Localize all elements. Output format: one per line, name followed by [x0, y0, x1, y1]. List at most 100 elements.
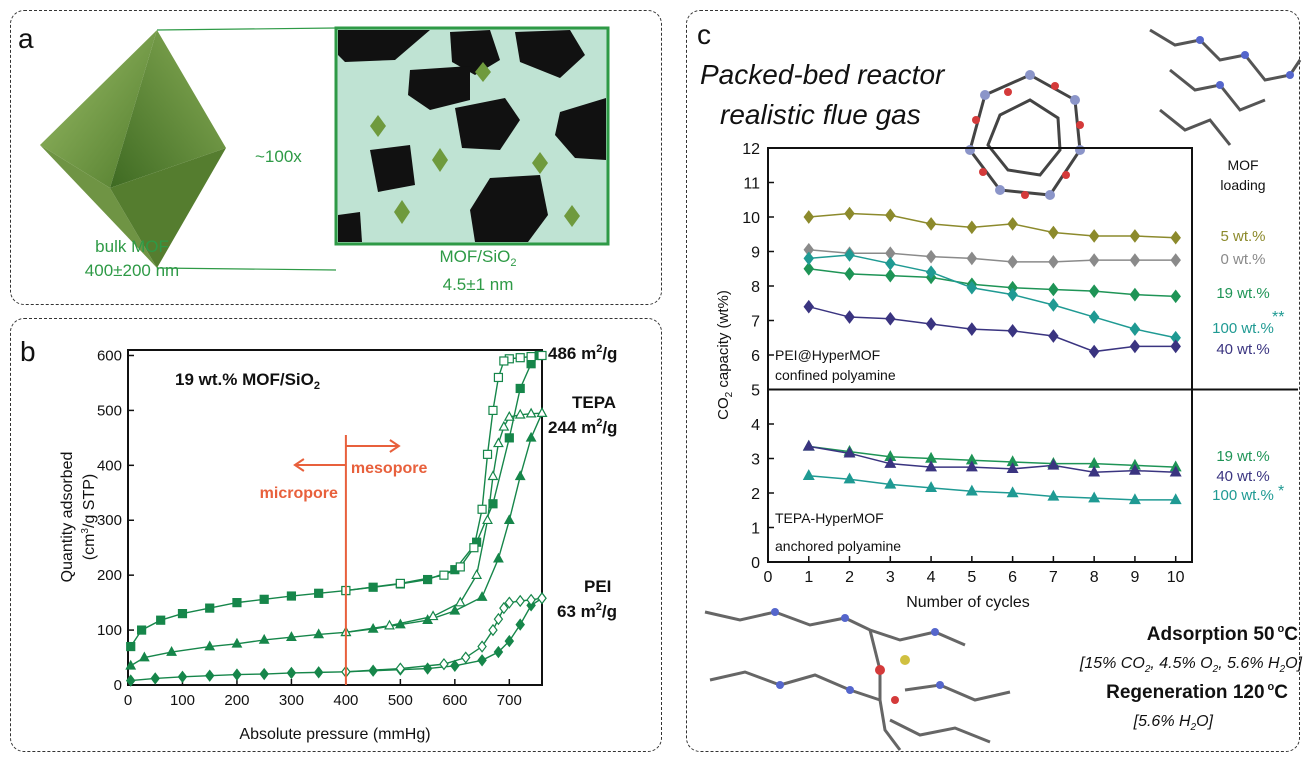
cycling-TEPA-point [925, 481, 938, 493]
composite-label: MOF/SiO2 [440, 247, 517, 269]
pei-label: PEI [584, 577, 611, 596]
mof-silica-composite [334, 26, 610, 246]
cycling-PEI-point [1088, 253, 1100, 267]
isotherm-y-axis-label: Quantity adsorbed [59, 452, 76, 583]
cycling-PEI-point [1007, 217, 1018, 231]
cycling-PEI-point [1088, 229, 1100, 243]
cycling-PEI-point [1007, 255, 1018, 269]
isotherm-square-desorption-point [499, 356, 509, 366]
mesopore-arrowhead [389, 439, 401, 453]
isotherm-triangle-desorption-point [525, 407, 537, 418]
cycling-PEI-point [966, 220, 978, 235]
cycling-TEPA-point [1006, 486, 1019, 498]
isotherm-square-adsorption-point [232, 598, 242, 608]
cycling-y-axis-label: CO2 capacity (wt%) [715, 290, 735, 420]
cycling-TEPA-point [1169, 465, 1182, 477]
bulk-mof-size: 400±200 nm [85, 261, 179, 280]
isotherm-diamond-adsorption-point [204, 669, 215, 682]
cycling-x-tick-label: 7 [1049, 569, 1058, 586]
bulk-mof-label: bulk MOF [95, 237, 169, 256]
lower-note-line2: anchored polyamine [775, 538, 901, 554]
isotherm-triangle-desorption-point [503, 410, 515, 421]
isotherm-diamond-adsorption-point [259, 667, 269, 681]
isotherm-triangle-desorption-point [454, 596, 466, 607]
isotherm-triangle-adsorption-point [476, 591, 488, 601]
panel-a-letter: a [18, 23, 34, 54]
isotherm-triangle-desorption-point [498, 420, 510, 431]
isotherm-y-tick-label: 500 [97, 402, 122, 419]
isotherm-x-tick-label: 200 [224, 692, 249, 709]
cycling-y-tick-label: 12 [742, 141, 760, 158]
isotherm-diamond-adsorption-point [515, 618, 525, 631]
cycling-PEI-point [1007, 287, 1018, 302]
cycling-TEPA-point [1047, 458, 1060, 470]
cycling-PEI-point [1170, 253, 1181, 267]
cycling-PEI-line [808, 305, 1176, 353]
isotherm-triangle-adsorption-point [286, 631, 297, 642]
cycling-x-tick-label: 9 [1130, 569, 1139, 586]
isotherm-triangle-adsorption-point [493, 552, 504, 563]
cycling-TEPA-point [884, 477, 897, 489]
cycling-TEPA-point [884, 457, 897, 468]
isotherm-triangle-desorption-point [514, 408, 526, 419]
cycling-TEPA-point [1047, 489, 1060, 501]
cycling-PEI-point [1088, 310, 1100, 324]
legend-entry: 19 wt.% [1216, 448, 1269, 465]
cycling-PEI-point [885, 208, 896, 223]
isotherm-diamond-adsorption-point [504, 634, 515, 648]
isotherm-x-tick-label: 700 [497, 692, 522, 709]
cycling-y-tick-label: 5 [751, 383, 760, 400]
cycling-PEI-point [966, 322, 978, 336]
isotherm-square-desorption-point [537, 350, 547, 361]
area-486-label: 486 m2/g [548, 343, 617, 363]
cycling-PEI-point [803, 299, 815, 314]
isotherm-y-tick-label: 0 [114, 677, 122, 694]
isotherm-x-axis-label: Absolute pressure (mmHg) [239, 726, 430, 743]
cycling-PEI-point [1007, 324, 1018, 338]
cycling-PEI-point [844, 267, 855, 281]
cycling-x-tick-label: 5 [967, 569, 976, 586]
cycling-TEPA-point [1088, 465, 1101, 477]
cycling-y-tick-label: 8 [751, 279, 760, 296]
cycling-PEI-point [925, 249, 937, 264]
isotherm-diamond-adsorption-point [313, 666, 324, 679]
isotherm-diamond-desorption-point [395, 662, 406, 675]
zoom-line-bottom [156, 267, 337, 271]
cycling-PEI-point [1048, 225, 1059, 240]
isotherm-triangle-desorption-point [482, 514, 493, 525]
cycling-TEPA-point [965, 460, 978, 472]
panel-c-frame [686, 10, 1300, 752]
cycling-y-tick-label: 2 [751, 486, 760, 503]
cycling-y-tick-label: 7 [751, 314, 760, 331]
isotherm-x-tick-label: 0 [124, 692, 132, 709]
isotherm-square-adsorption-point [286, 591, 297, 601]
isotherm-triangle-adsorption-point [231, 637, 243, 648]
cycling-PEI-line [808, 268, 1176, 298]
isotherm-chart: b 0 100 200 300 400 500 600 700 0 100 200 300 400 500… [20, 336, 617, 743]
cycling-PEI-line [808, 212, 1176, 239]
cycling-y-tick-label: 0 [751, 555, 760, 572]
cycling-PEI-point [803, 261, 815, 276]
cycling-TEPA-line [808, 445, 1176, 474]
isotherm-triangle-desorption-point [536, 407, 548, 417]
isotherm-triangle-adsorption-point [258, 633, 270, 644]
cycling-y-tick-label: 3 [751, 452, 760, 469]
cycling-y-tick-label: 11 [743, 176, 760, 193]
cycling-TEPA-line [808, 475, 1176, 501]
isotherm-y-axis-unit: (cm3/g STP) [80, 474, 98, 560]
isotherm-square-desorption-point [515, 353, 525, 363]
isotherm-diamond-desorption-point [439, 657, 449, 671]
legend-entry: 5 wt.% [1220, 228, 1265, 245]
isotherm-square-adsorption-point [259, 594, 269, 604]
isotherm-square-desorption-point [469, 543, 479, 553]
cycling-PEI-point [1088, 344, 1100, 359]
cycling-x-tick-label: 8 [1090, 569, 1099, 586]
isotherm-square-adsorption-point [177, 609, 188, 619]
isotherm-diamond-adsorption-point [493, 645, 504, 659]
cycling-TEPA-point [802, 469, 815, 480]
isotherm-x-tick-label: 600 [442, 692, 467, 709]
legend-entry: 100 wt.% [1212, 320, 1274, 337]
cycling-PEI-point [844, 248, 855, 262]
cycling-PEI-point [844, 310, 855, 324]
isotherm-diamond-adsorption-point [150, 672, 160, 685]
